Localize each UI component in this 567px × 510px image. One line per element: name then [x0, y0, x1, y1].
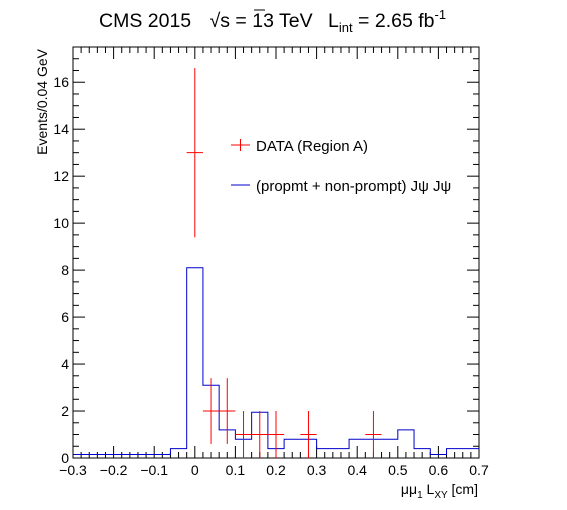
y-tick-label: 8 [61, 262, 69, 278]
mc-histogram [73, 267, 479, 455]
axes: −0.3 −0.2 −0.1 0 0.1 0.2 0.3 0.4 0.5 0.6 0.7 0 2 4 6 8 1… [53, 46, 489, 478]
title-energy: = 13 TeV [230, 10, 313, 32]
x-axis-label-sub2: XY [434, 490, 448, 501]
data-point [300, 411, 317, 458]
x-axis-label-mid: L [423, 481, 435, 497]
data-point [219, 378, 236, 444]
data-point [251, 411, 268, 458]
x-tick-label: 0.1 [226, 462, 246, 478]
x-axis-label-unit: [cm] [448, 481, 478, 497]
x-tick-label: −0.1 [140, 462, 168, 478]
x-axis-label-main: μμ [401, 481, 417, 497]
title-sqrt-symbol: √ [210, 10, 221, 32]
y-tick-label: 12 [53, 168, 69, 184]
data-point [267, 411, 285, 458]
legend-label: DATA (Region A) [256, 138, 368, 155]
y-tick-label: 10 [53, 215, 69, 231]
x-tick-label: 0.2 [266, 462, 286, 478]
x-tick-label: 0.6 [429, 462, 449, 478]
data-point [365, 411, 382, 458]
data-point [202, 378, 220, 444]
mc-step-line [73, 267, 479, 455]
x-tick-label: 0.3 [307, 462, 327, 478]
legend-label: (propmt + non-prompt) Jψ Jψ [256, 178, 451, 195]
x-tick-label: 0.5 [388, 462, 408, 478]
title-experiment: CMS 2015 [99, 10, 191, 32]
y-tick-label: 0 [61, 450, 69, 466]
y-tick-label: 16 [53, 74, 69, 90]
title-sqrt-s: s [220, 10, 230, 32]
title-lumi-value: = 2.65 fb [353, 10, 435, 32]
title-lumi-l: L [328, 10, 339, 32]
x-tick-label: 0.4 [347, 462, 367, 478]
title-lumi-sup: -1 [434, 7, 446, 22]
x-axis-label-sub1: 1 [417, 490, 423, 501]
y-tick-label: 4 [61, 356, 69, 372]
y-axis-label: Events/0.04 GeV [34, 48, 50, 155]
y-tick-label: 14 [53, 121, 69, 137]
x-tick-label: 0.7 [469, 462, 489, 478]
data-point [186, 68, 203, 238]
x-tick-label: −0.3 [59, 462, 87, 478]
legend: DATA (Region A) (propmt + non-prompt) Jψ … [231, 138, 451, 195]
data-points [186, 68, 382, 458]
y-tick-label: 2 [61, 403, 69, 419]
x-tick-label: −0.2 [100, 462, 128, 478]
data-point [235, 411, 252, 458]
title-lumi-sub: int [339, 20, 353, 35]
y-tick-label: 6 [61, 309, 69, 325]
x-tick-label: 0 [191, 462, 199, 478]
x-axis-label: μμ1 LXY [cm] [401, 481, 478, 501]
chart-title: CMS 2015 √s = 13 TeV Lint = 2.65 fb-1 [99, 7, 446, 35]
